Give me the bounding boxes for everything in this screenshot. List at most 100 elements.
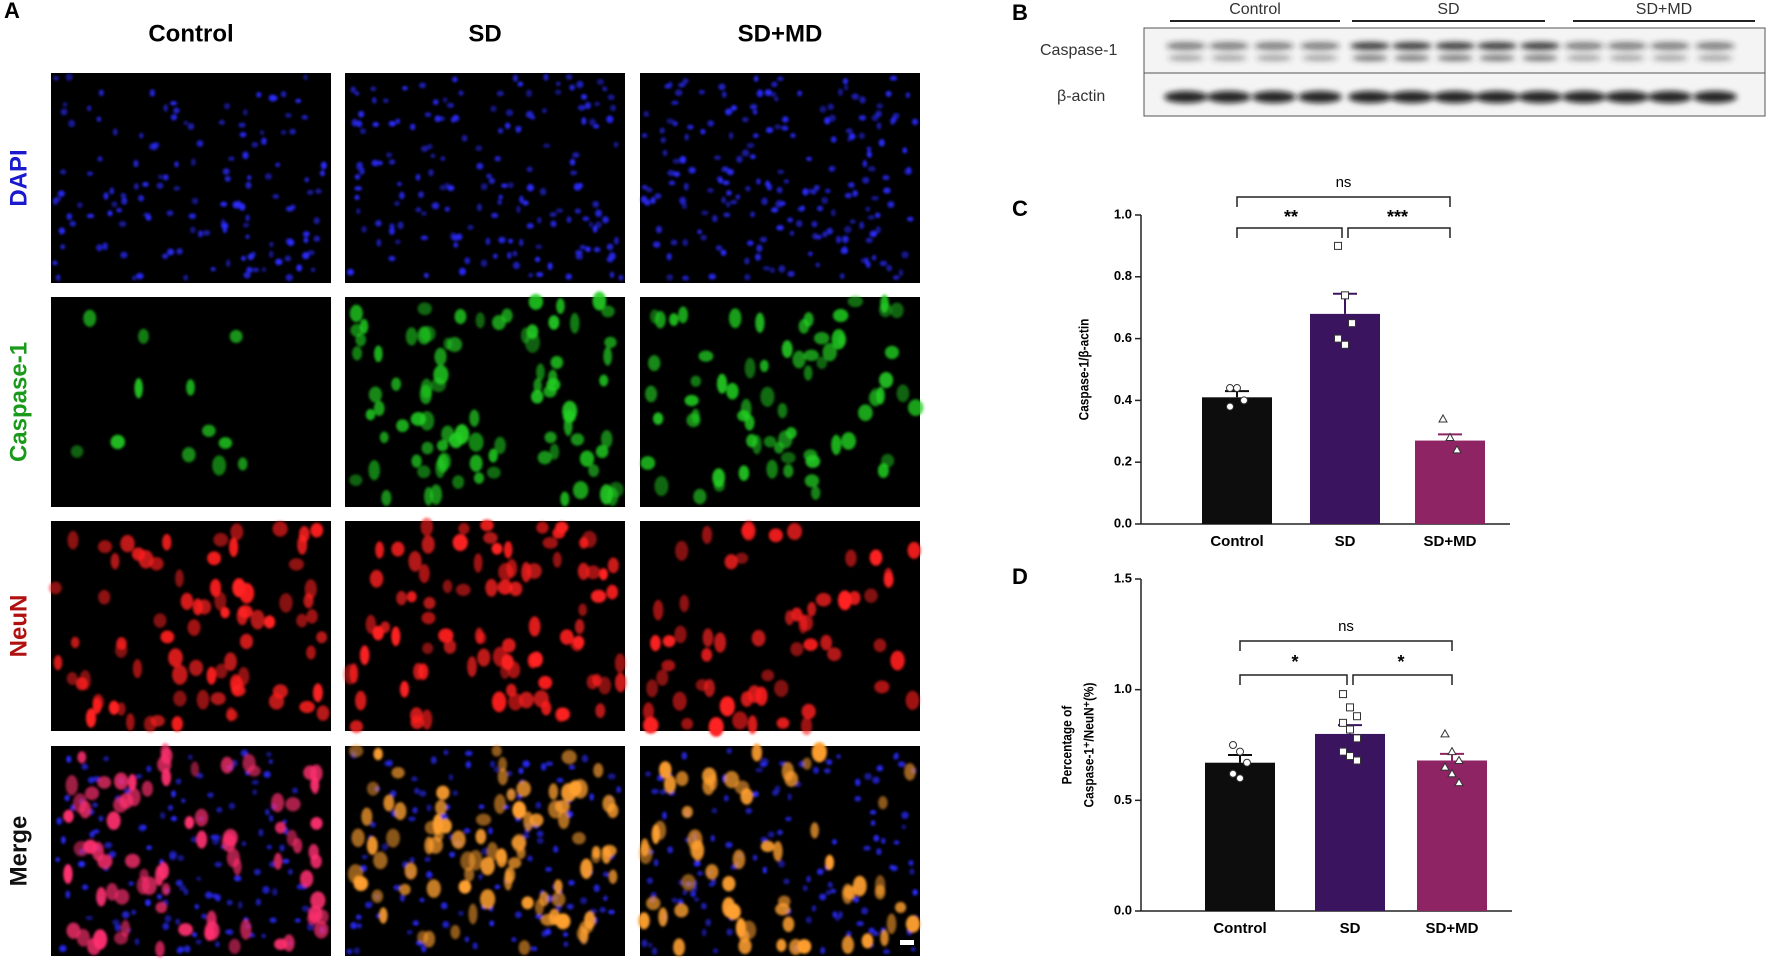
cell [436,785,450,800]
cell [552,551,562,568]
cell [509,581,523,597]
cell [667,846,674,854]
cell [266,844,272,850]
cell [770,207,779,213]
cell [643,716,659,734]
cell [109,187,115,195]
cell [480,519,494,532]
cell [683,182,689,191]
cell [762,266,771,271]
cell [878,796,888,810]
cell [204,926,216,941]
cell [258,828,264,837]
cell [220,219,226,227]
cell [614,653,626,674]
cell [348,744,364,758]
cell [902,147,908,154]
data-point [1240,396,1248,405]
cell [856,921,864,927]
cell [752,133,759,139]
cell [761,197,768,206]
cell [412,807,418,814]
cell [481,847,489,855]
cell [358,110,365,118]
cell [533,378,542,394]
cell [570,433,585,446]
cell [517,81,524,87]
cell [428,169,434,177]
cell [52,260,58,266]
cell [860,257,866,263]
cell [599,907,606,913]
cell [410,412,427,426]
cell [461,134,468,142]
cell [432,99,439,106]
cell [771,81,778,88]
cell [852,875,867,897]
cell [573,183,582,191]
cell [752,854,758,861]
cell [577,562,590,580]
cell [53,196,62,202]
cell [741,116,749,123]
cell [241,255,246,261]
cell [549,212,557,217]
cell [824,188,831,194]
y-tick-label: 0.4 [1114,392,1133,407]
cell [842,235,849,244]
cell [760,386,775,407]
cell [105,883,119,901]
cell [516,205,521,214]
cell [156,182,164,189]
cell [864,772,872,781]
cell [66,212,73,221]
cell [70,445,84,458]
row-label: Caspase-1 [5,342,32,462]
bar [1315,733,1385,911]
cell [507,252,512,259]
cell [535,801,542,809]
cell [662,811,667,820]
cell [368,386,383,403]
cell [406,591,417,603]
cell [848,590,861,606]
cell [684,394,699,407]
cell [58,227,66,235]
column-header: SD [468,20,501,47]
cell [905,690,920,710]
cell [530,115,536,120]
significance-label: * [1397,652,1404,672]
cell [602,86,608,92]
cell [92,829,100,834]
cell [831,328,846,350]
cell [806,875,811,883]
cell [736,155,743,163]
cell [526,563,542,579]
cell [555,208,564,213]
cell [63,864,73,884]
significance-label: * [1291,652,1298,672]
cell [299,870,314,888]
cell [688,166,696,174]
cell [540,913,556,926]
cell [806,156,813,162]
cell [740,788,754,805]
cell [183,945,191,953]
cell [195,939,202,945]
cell [294,918,301,923]
cell [255,898,261,906]
cell [287,868,293,875]
cell [386,828,400,848]
cell [64,794,70,802]
cell [63,809,74,823]
cell [783,464,794,478]
cell [458,267,467,276]
cell [907,399,924,417]
cell [488,177,496,185]
group-label: SD [1437,1,1459,18]
cell [803,349,819,361]
cell [868,390,881,406]
cell [114,924,121,932]
cell [725,201,731,208]
cell [250,609,265,630]
